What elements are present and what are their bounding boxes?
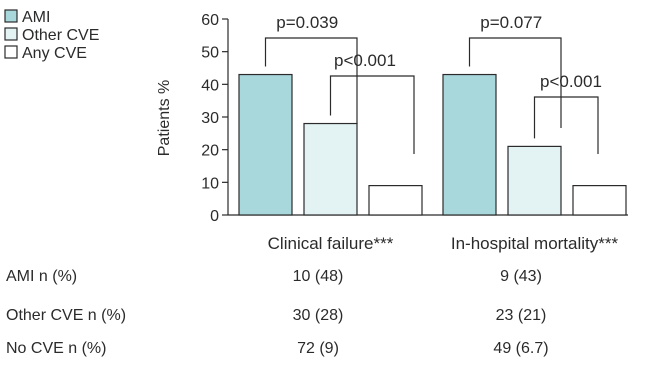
table-cell: 30 (28) [293,307,344,324]
significance-bracket [468,37,562,128]
bar-any-cve [572,185,627,216]
y-tick-label: 10 [201,175,219,192]
significance-bracket [533,96,599,154]
table-row-label: Other CVE n (%) [6,307,126,324]
legend-label: Other CVE [22,27,99,44]
p-value-label: p=0.077 [480,13,542,32]
significance-bracket [264,37,358,124]
x-category-label: In-hospital mortality*** [451,234,619,253]
bar-other-cve [507,145,562,216]
y-tick-label: 20 [201,143,219,160]
y-tick-label: 40 [201,77,219,94]
significance-bracket [329,75,415,154]
table-cell: 72 (9) [297,340,339,357]
legend-swatch [4,45,18,59]
legend-label: AMI [22,9,50,26]
x-category-label: Clinical failure*** [268,234,394,253]
legend-swatch [4,9,18,23]
bar-any-cve [368,185,423,216]
y-tick-label: 60 [201,12,219,29]
y-tick-label: 30 [201,110,219,127]
y-tick-label: 50 [201,45,219,62]
table-row-label: No CVE n (%) [6,340,106,357]
table-row-label: AMI n (%) [6,268,77,285]
bar-ami [442,73,497,216]
y-tick-label: 0 [210,208,219,225]
p-value-label: p<0.001 [334,51,396,70]
p-value-label: p=0.039 [276,13,338,32]
legend-label: Any CVE [22,45,87,62]
table-cell: 49 (6.7) [493,340,548,357]
bar-other-cve [303,122,358,216]
y-axis-label: Patients % [156,80,173,156]
table-cell: 10 (48) [293,268,344,285]
p-value-label: p<0.001 [540,72,602,91]
legend-swatch [4,27,18,41]
table-cell: 23 (21) [496,307,547,324]
table-cell: 9 (43) [500,268,542,285]
bar-ami [238,73,293,216]
